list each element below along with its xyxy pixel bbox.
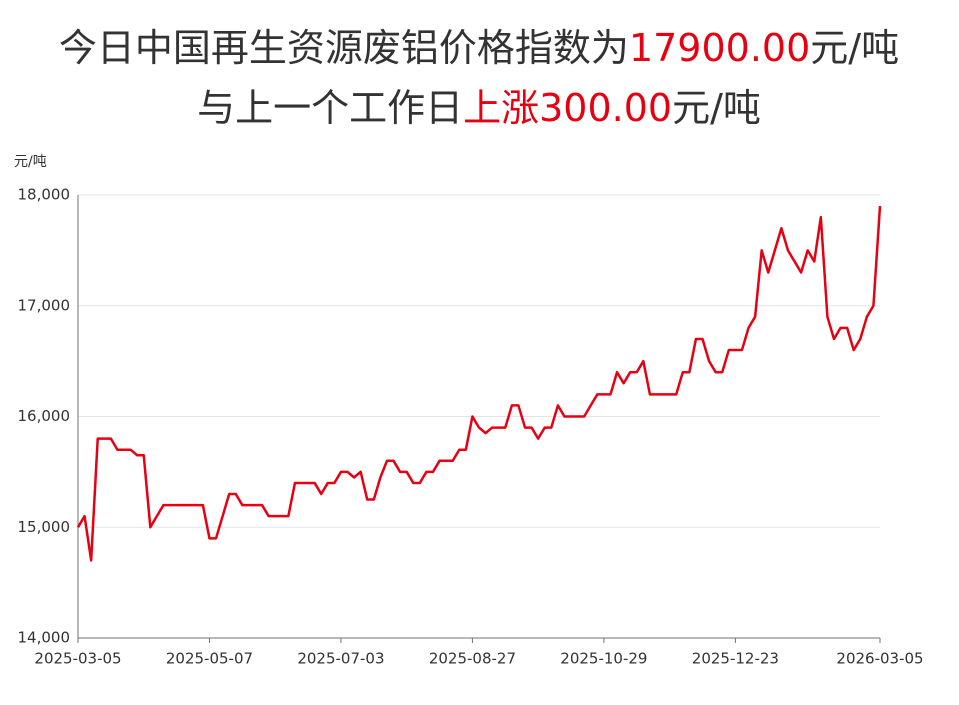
x-tick-label: 2025-12-23 xyxy=(692,650,779,668)
y-tick-label: 16,000 xyxy=(18,407,71,425)
title-part: 元/吨 xyxy=(810,26,899,70)
x-tick-label: 2025-05-07 xyxy=(166,650,253,668)
y-tick-label: 17,000 xyxy=(18,296,71,314)
chart-title: 今日中国再生资源废铝价格指数为17900.00元/吨 xyxy=(59,26,899,70)
title-part: 今日中国再生资源废铝价格指数为 xyxy=(59,26,629,70)
title-part: 17900.00 xyxy=(629,26,810,70)
title-part: 与上一个工作日 xyxy=(197,86,463,130)
y-tick-label: 15,000 xyxy=(18,518,71,536)
x-tick-label: 2025-07-03 xyxy=(297,650,384,668)
x-tick-label: 2025-08-27 xyxy=(429,650,516,668)
y-unit: 元/吨 xyxy=(14,154,47,170)
x-tick-label: 2026-03-05 xyxy=(836,650,923,668)
series-line xyxy=(76,205,882,562)
title-part: 元/吨 xyxy=(672,86,761,130)
chart-title: 与上一个工作日上涨300.00元/吨 xyxy=(197,86,761,130)
y-tick-label: 18,000 xyxy=(18,186,71,204)
y-tick-label: 14,000 xyxy=(18,629,71,647)
title-part: 上涨300.00 xyxy=(463,86,672,130)
x-tick-label: 2025-10-29 xyxy=(560,650,647,668)
x-tick-label: 2025-03-05 xyxy=(34,650,121,668)
